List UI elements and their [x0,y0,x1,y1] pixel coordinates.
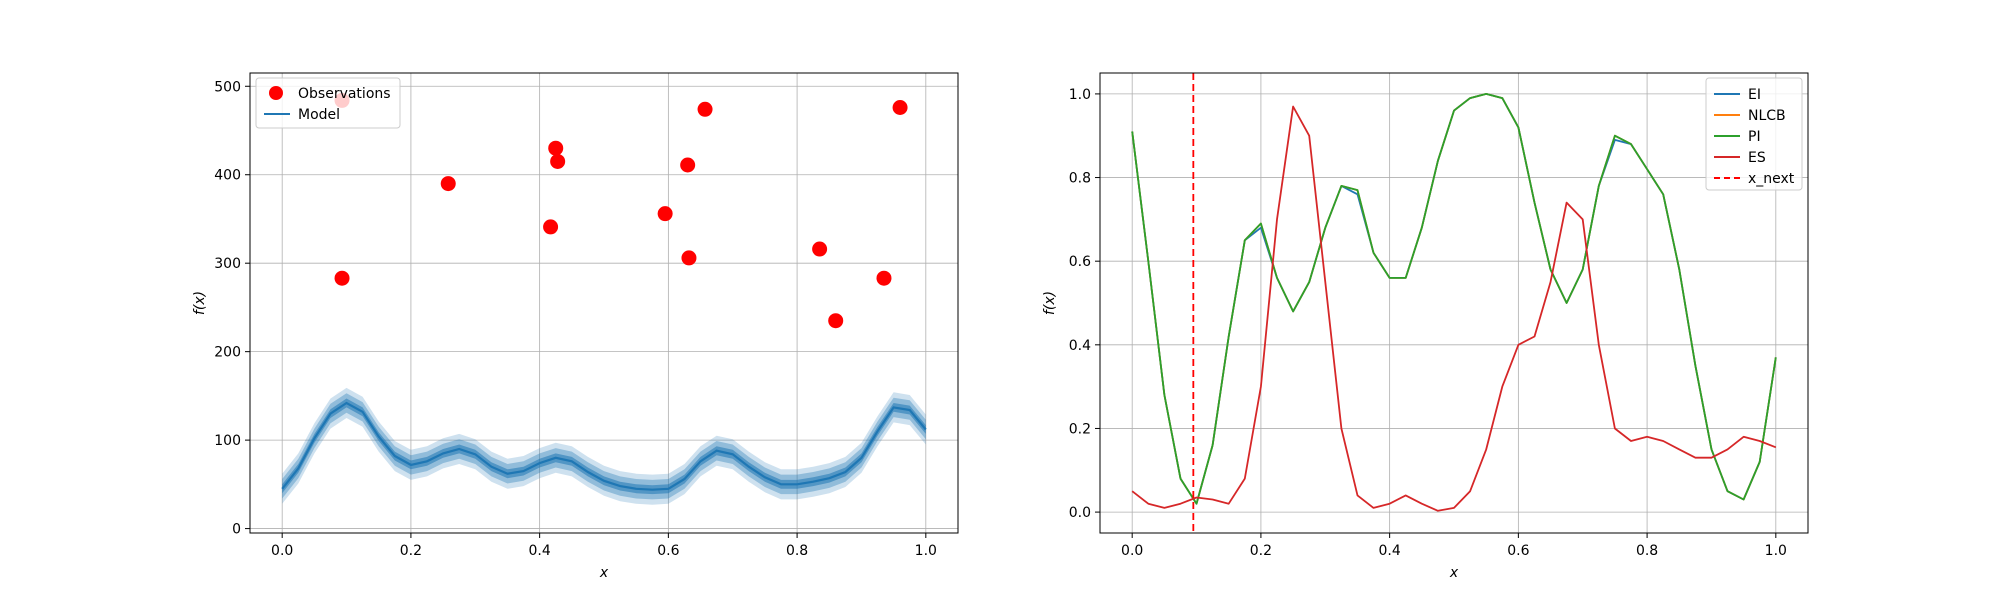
observation-point [680,157,696,173]
observation-point [334,270,350,286]
legend-box [255,77,401,129]
observation-point [440,176,456,192]
x-tick-label: 0.2 [400,543,422,559]
plot-area [1131,73,1777,533]
legend-marker-observations [269,86,283,100]
legend-label-ei: EI [1748,87,1761,103]
observation-point [828,313,844,329]
x-tick-label: 0.6 [1507,543,1529,559]
legend-label-es: ES [1748,150,1766,166]
observation-point [543,219,559,235]
legend: Observations Model [255,77,401,129]
observation-point [876,270,892,286]
legend: EI NLCB PI ES x_next [1705,77,1803,191]
observation-point [550,153,566,169]
x-tick-label: 0.4 [529,543,551,559]
legend-label-nlcb: NLCB [1748,108,1786,124]
x-tick-label: 1.0 [915,543,937,559]
observation-point [657,206,673,222]
observation-point [697,101,713,117]
x-tick-label: 0.6 [657,543,679,559]
observation-point [892,100,908,115]
y-tick-label: 500 [214,79,241,95]
y-axis-label: f(x) [1042,291,1058,315]
y-tick-label: 0.0 [1069,505,1091,521]
x-tick-label: 0.0 [271,543,293,559]
acquisition-functions-chart: 0.0 0.2 0.4 0.6 0.8 1.0 0.0 0.2 0.4 0.6 0.8 1.0 x f(x… [1042,72,1809,581]
y-tick-label: 0 [232,522,241,538]
y-tick-label: 400 [214,168,241,184]
plot-area [281,92,927,505]
y-tick-label: 200 [214,345,241,361]
plot-frame [1099,72,1809,534]
legend-box [1705,77,1803,191]
x-tick-label: 0.0 [1121,543,1143,559]
y-tick-label: 300 [214,256,241,272]
y-tick-label: 0.2 [1069,421,1091,437]
x-axis-label: x [1449,565,1459,581]
x-axis-label: x [599,565,609,581]
model-mean-line [281,401,927,491]
x-tick-label: 0.8 [1636,543,1658,559]
y-tick-label: 1.0 [1069,87,1091,103]
legend-label-model: Model [298,107,340,123]
y-tick-label: 0.8 [1069,171,1091,187]
series-line-pi [1131,93,1777,505]
x-tick-label: 0.4 [1379,543,1401,559]
grid [250,73,958,533]
x-tick-label: 1.0 [1765,543,1787,559]
legend-label-x-next: x_next [1748,171,1795,187]
x-tick-label: 0.8 [786,543,808,559]
observation-point [681,250,697,266]
observations-model-chart: 0.0 0.2 0.4 0.6 0.8 1.0 0 100 200 300 400 500 x f(x) O… [192,72,959,581]
y-tick-label: 100 [214,433,241,449]
plot-frame [249,72,959,534]
observation-point [812,241,828,257]
series-line-es [1131,105,1777,512]
legend-label-observations: Observations [298,86,391,102]
observation-point [548,140,564,156]
y-tick-label: 0.4 [1069,338,1091,354]
legend-label-pi: PI [1748,129,1761,145]
grid [1100,73,1808,533]
x-tick-label: 0.2 [1250,543,1272,559]
y-tick-label: 0.6 [1069,254,1091,270]
y-axis-label: f(x) [192,291,208,315]
